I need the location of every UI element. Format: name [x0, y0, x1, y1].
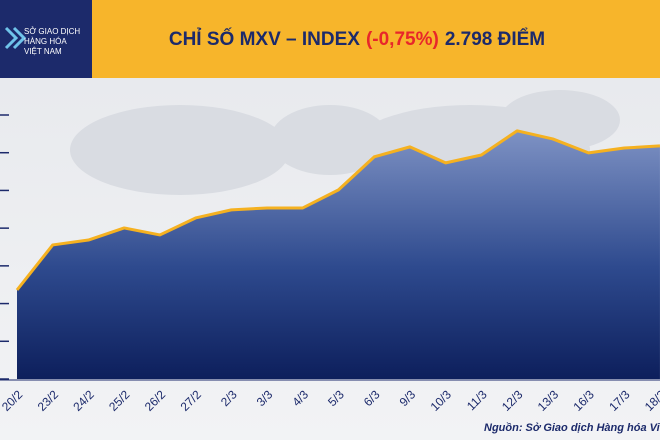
logo-text: HÀNG HÓA — [24, 37, 67, 46]
logo-box — [0, 0, 92, 78]
title-name: CHỈ SỐ MXV – INDEX — [169, 28, 360, 50]
area — [17, 130, 660, 379]
logo-text: SỞ GIAO DỊCH — [24, 27, 80, 36]
title-level: 2.798 ĐIỂM — [445, 28, 545, 50]
world-map — [70, 90, 620, 195]
line — [15, 129, 660, 291]
title-change: (-0,75%) — [366, 29, 439, 50]
chart-title: CHỈ SỐ MXV – INDEX (-0,75%) 2.798 ĐIỂM — [169, 28, 545, 50]
logo-text: VIỆT NAM — [24, 47, 62, 56]
header-bar — [0, 0, 660, 78]
logo-icon — [4, 26, 27, 50]
source: Nguồn: Sở Giao dịch Hàng hóa Việt Nam — [484, 422, 660, 434]
